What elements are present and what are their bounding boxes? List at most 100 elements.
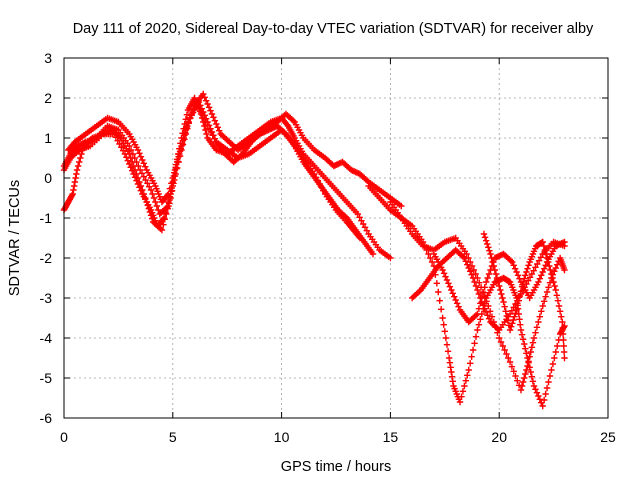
data-point-interp [146,208,154,216]
data-point-interp [488,254,495,262]
data-point-interp [517,321,524,328]
data-point [559,318,566,326]
data-point-interp [481,234,489,241]
data-point-interp [199,112,206,119]
data-point-interp [68,192,76,199]
data-point-interp [213,120,220,128]
data-point-interp [207,107,214,114]
data-point-interp [524,265,531,272]
data-point-interp [481,284,488,291]
data-point-interp [194,102,202,109]
data-point-interp [148,215,156,222]
data-point-interp [437,306,445,313]
data-point-interp [530,267,537,274]
data-point-interp [560,348,568,356]
data-point-interp [505,354,512,362]
data-point-interp [142,163,149,170]
data-point-interp [480,289,487,296]
data-point-interp [358,217,365,224]
data-point [496,334,503,342]
data-point-interp [187,112,195,119]
data-point-interp [468,271,475,278]
data-point-interp [147,212,155,219]
data-point [509,258,516,266]
data-point-interp [466,360,474,367]
data-point-interp [518,382,526,390]
data-point-interp [523,366,530,374]
data-point-interp [511,313,518,320]
data-point-interp [560,336,567,344]
data-point-interp [465,264,472,272]
data-point-interp [442,273,449,280]
data-point-interp [79,146,86,154]
data-point [439,314,446,322]
data-point-interp [533,324,541,331]
data-point-interp [170,180,177,187]
data-point-interp [442,334,450,342]
y-tick-label: 2 [44,90,52,106]
data-point-interp [532,264,539,271]
data-point-interp [497,338,505,346]
data-point-interp [171,172,179,180]
y-tick-label: 0 [44,170,52,186]
data-point-interp [189,108,196,116]
data-point-interp [449,290,456,297]
data-point [193,98,200,106]
data-point [465,366,472,374]
data-point-interp [181,129,189,136]
data-point-interp [210,114,217,121]
data-point-interp [318,184,325,191]
data-point [480,230,488,238]
data-point [552,286,559,294]
data-point-interp [519,378,527,386]
data-point-interp [196,105,203,112]
data-marks [60,90,568,410]
data-point [517,326,525,334]
data-point-interp [164,205,171,212]
data-point-interp [201,94,208,101]
data-point-interp [501,303,508,310]
data-point-interp [535,318,542,326]
grid-lines [64,58,608,418]
data-point-interp [502,308,509,315]
data-point-interp [461,382,468,390]
data-point-interp [540,396,548,404]
data-point-interp [448,373,456,380]
data-point-interp [363,227,371,234]
y-tick-label: -6 [40,410,53,426]
data-point-interp [464,261,471,268]
data-point-interp [133,170,140,178]
data-point-interp [425,250,432,258]
data-point-interp [139,186,146,194]
data-point [539,402,546,410]
data-point [176,150,183,158]
data-point [482,278,490,286]
x-tick-label: 15 [383,429,399,445]
data-point [546,262,553,270]
data-point [463,250,470,258]
data-point-interp [552,264,559,272]
data-point-interp [510,262,517,269]
data-point-interp [523,268,530,276]
data-point [126,150,133,158]
data-point-interp [70,182,78,190]
data-point-interp [499,294,506,302]
data-point [143,198,150,206]
data-point [439,266,446,274]
data-point-interp [507,323,515,330]
data-point-interp [546,372,554,380]
data-point-interp [545,284,552,291]
data-point-interp [522,370,529,378]
data-point-interp [475,305,483,312]
data-point-interp [543,288,551,296]
data-point-interp [312,174,320,181]
data-point [500,298,507,306]
data-point-interp [532,386,539,393]
data-point-interp [527,348,534,356]
data-point-interp [179,141,187,148]
data-point-interp [140,160,147,167]
data-point-interp [356,214,363,221]
data-point-interp [491,266,499,274]
data-point-interp [433,280,441,287]
data-point-interp [316,180,323,188]
